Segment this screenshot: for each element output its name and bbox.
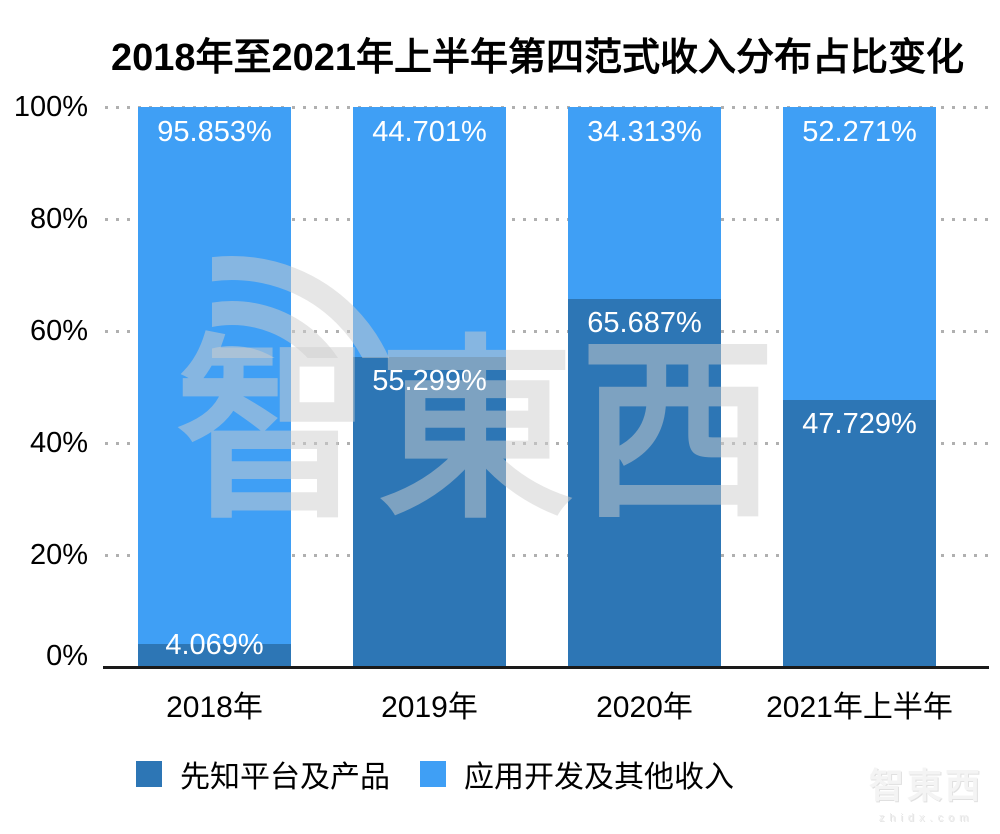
data-label: 44.701% — [372, 116, 487, 148]
data-label: 47.729% — [802, 407, 917, 440]
data-label: 4.069% — [165, 629, 264, 662]
y-axis-label: 100% — [13, 91, 88, 123]
legend: 先知平台及产品 应用开发及其他收入 — [136, 752, 734, 796]
bar-segment-top — [138, 107, 291, 645]
legend-item: 应用开发及其他收入 — [420, 752, 734, 796]
data-label: 65.687% — [587, 307, 702, 340]
legend-swatch — [420, 761, 446, 787]
bar-segment-bottom — [568, 299, 721, 667]
x-axis-label: 2020年 — [596, 691, 693, 724]
x-axis-label: 2019年 — [381, 691, 478, 724]
bar-segment-top — [783, 107, 936, 400]
bar-segment-bottom — [138, 644, 291, 667]
legend-swatch — [136, 761, 162, 787]
chart-title: 2018年至2021年上半年第四范式收入分布占比变化 — [110, 37, 965, 79]
y-axis-label: 20% — [29, 539, 88, 571]
legend-item: 先知平台及产品 — [136, 752, 390, 796]
y-axis-label: 60% — [29, 315, 88, 347]
gridline — [105, 218, 988, 221]
data-label: 52.271% — [802, 116, 917, 148]
data-label: 34.313% — [587, 116, 702, 148]
y-axis-label: 80% — [29, 203, 88, 235]
x-axis-label: 2018年 — [166, 691, 263, 724]
bar-segment-bottom — [783, 399, 936, 667]
y-axis-label: 0% — [46, 640, 88, 672]
y-axis-label: 40% — [29, 427, 88, 459]
data-label: 55.299% — [372, 365, 487, 398]
legend-label: 应用开发及其他收入 — [464, 761, 734, 794]
data-label: 95.853% — [157, 116, 272, 148]
gridline — [105, 106, 988, 109]
bar-segment-bottom — [353, 357, 506, 667]
x-axis-line — [103, 666, 989, 669]
bar-segment-top — [568, 107, 721, 300]
gridline — [105, 442, 988, 445]
gridline — [105, 554, 988, 557]
legend-label: 先知平台及产品 — [180, 761, 390, 794]
x-axis-label: 2021年上半年 — [766, 691, 953, 724]
gridline — [105, 330, 988, 333]
